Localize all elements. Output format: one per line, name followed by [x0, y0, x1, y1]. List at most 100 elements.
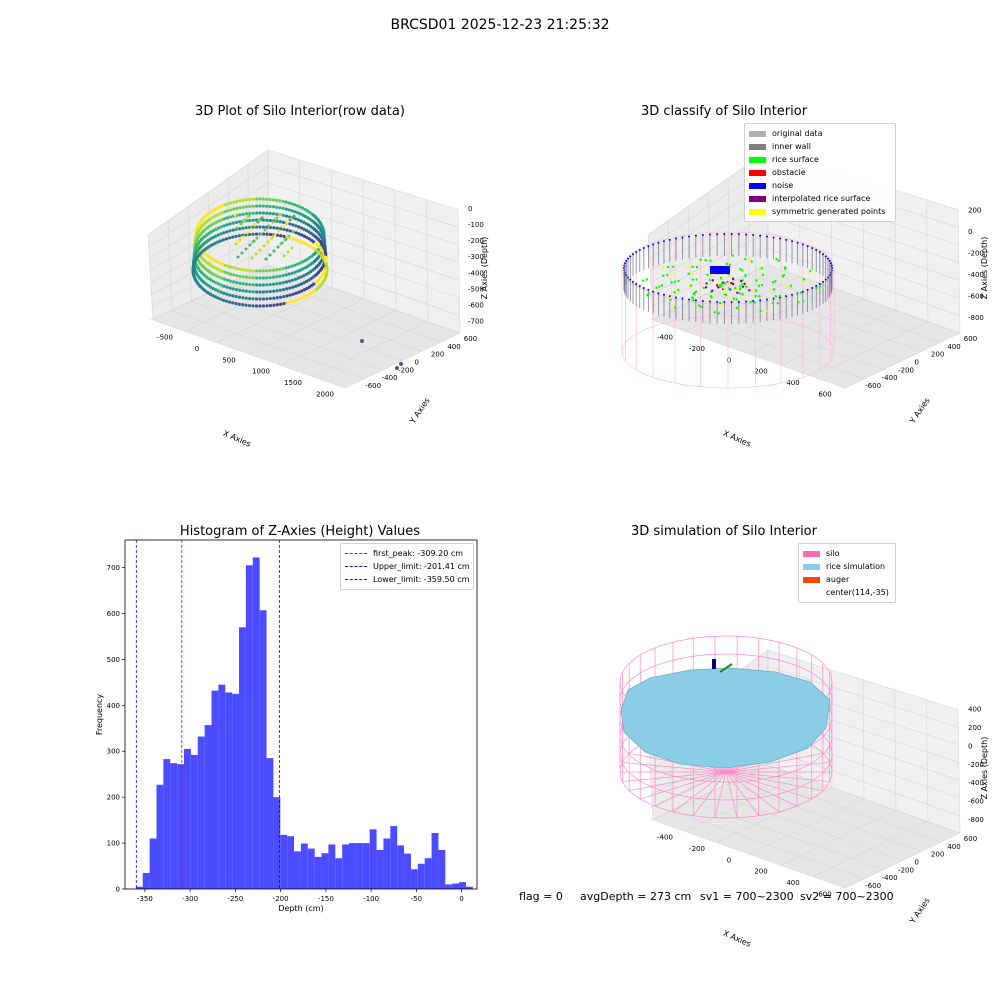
plot1-point — [268, 303, 273, 308]
histogram-frame — [124, 539, 478, 890]
plot1-point — [259, 232, 263, 236]
plot4-legend-item: center(114,-35) — [803, 586, 891, 599]
histogram-bar — [307, 848, 315, 889]
plot1-point — [258, 269, 262, 273]
histogram-bar — [252, 557, 260, 889]
plot2-surface-point — [750, 260, 753, 263]
plot2-ytick: 600 — [964, 335, 977, 343]
plot2-surface-point — [699, 258, 702, 261]
plot1-point — [248, 289, 252, 294]
plot1-point — [269, 237, 273, 241]
plot4-ytick: 600 — [964, 835, 977, 843]
plot1-point — [290, 202, 294, 206]
plot1-point — [223, 203, 227, 207]
plot1-point — [290, 264, 294, 268]
plot1-point — [241, 205, 245, 209]
plot2-surface-point — [775, 258, 778, 261]
plot1-point — [271, 220, 275, 224]
plot1-point — [234, 234, 238, 238]
plot2-noise-point — [625, 259, 628, 262]
plot1-point — [245, 231, 249, 235]
plot1-point — [265, 290, 269, 294]
plot2-surface-point — [818, 285, 822, 288]
plot1-point — [305, 286, 309, 291]
plot1-point — [234, 302, 238, 306]
plot2-noise-point — [631, 280, 634, 283]
plot1-point — [225, 230, 229, 234]
plot1-point — [221, 238, 226, 242]
plot1-xtick: 500 — [222, 356, 235, 364]
plot1-point — [231, 221, 235, 225]
histogram-legend-label: first_peak: -309.20 cm — [373, 549, 464, 558]
plot1-point — [256, 220, 260, 224]
plot1-point — [271, 212, 276, 216]
plot1-point — [285, 287, 289, 291]
plot2-surface-point — [800, 279, 804, 283]
plot1-point — [241, 268, 246, 272]
plot1-point — [244, 205, 249, 209]
plot1-point — [221, 298, 226, 302]
plot2-noise-point — [708, 300, 711, 303]
plot1-point — [248, 275, 252, 280]
plot1-point — [278, 288, 282, 292]
plot1-point — [251, 197, 255, 201]
plot1-point — [265, 283, 269, 287]
plot4-xtick: -400 — [657, 834, 673, 842]
plot1-point — [272, 289, 276, 293]
plot1-point — [241, 289, 245, 293]
plot1-point — [258, 276, 262, 280]
plot1-point — [258, 290, 262, 294]
plot1-point — [261, 204, 265, 208]
plot2-surface-point — [786, 285, 789, 288]
histogram-bar — [362, 843, 370, 889]
plot1-point — [273, 233, 277, 237]
plot1-point — [325, 266, 329, 270]
plot1-point — [229, 265, 233, 269]
plot4-legend: silo rice simulation auger center(114,-35) — [798, 543, 896, 603]
plot2-surface-point — [764, 309, 768, 313]
plot1-point — [291, 299, 296, 303]
plot2-surface-point — [748, 289, 751, 292]
plot4-legend-label: rice simulation — [826, 562, 886, 571]
plot2-surface-point — [645, 278, 649, 281]
plot1-point — [272, 296, 276, 300]
plot1-point — [297, 239, 301, 243]
plot1-point — [278, 295, 283, 299]
plot1-point — [261, 297, 266, 301]
histogram-legend-item: Upper_limit: -201.41 cm — [345, 560, 470, 573]
plot1-points — [191, 197, 403, 370]
plot1-ztick: -500 — [468, 285, 484, 293]
plot1-point — [244, 275, 249, 279]
plot1-point — [278, 220, 282, 224]
plot1-point — [265, 204, 269, 208]
histogram-bar — [459, 882, 466, 889]
plot2-noise-point — [806, 288, 809, 291]
histogram-bar — [156, 784, 164, 889]
plot2-noise-point — [635, 251, 638, 254]
plot1-point — [216, 240, 220, 244]
plot2-xtick: 600 — [818, 390, 831, 398]
plot1-point — [251, 211, 255, 215]
plot2-xlabel: X Axies — [722, 429, 753, 449]
plot2-noise-point — [694, 234, 697, 237]
plot2-noise-point — [811, 286, 814, 289]
plot1-point — [223, 270, 227, 274]
plot2-surface-point — [743, 282, 746, 286]
plot1-point — [237, 239, 241, 243]
plot2-surface-point — [713, 310, 716, 314]
plot1-point — [220, 204, 224, 208]
plot1-point — [255, 197, 259, 201]
plot1-point — [301, 267, 305, 271]
plot1-ytick: -600 — [365, 382, 381, 390]
plot1-point — [296, 218, 300, 222]
plot2-surface-point — [673, 280, 677, 283]
plot2-ytick: -600 — [865, 382, 881, 390]
plot1-point — [223, 263, 227, 267]
plot2-ztick: -200 — [968, 249, 984, 257]
plot1-point — [293, 217, 298, 221]
plot4-ytick: -200 — [898, 866, 914, 874]
plot2-noise-point — [796, 241, 799, 244]
plot2-surface-point — [741, 292, 744, 296]
plot2-surface-point — [721, 302, 724, 306]
plot4-cyl-spoke — [725, 771, 823, 792]
